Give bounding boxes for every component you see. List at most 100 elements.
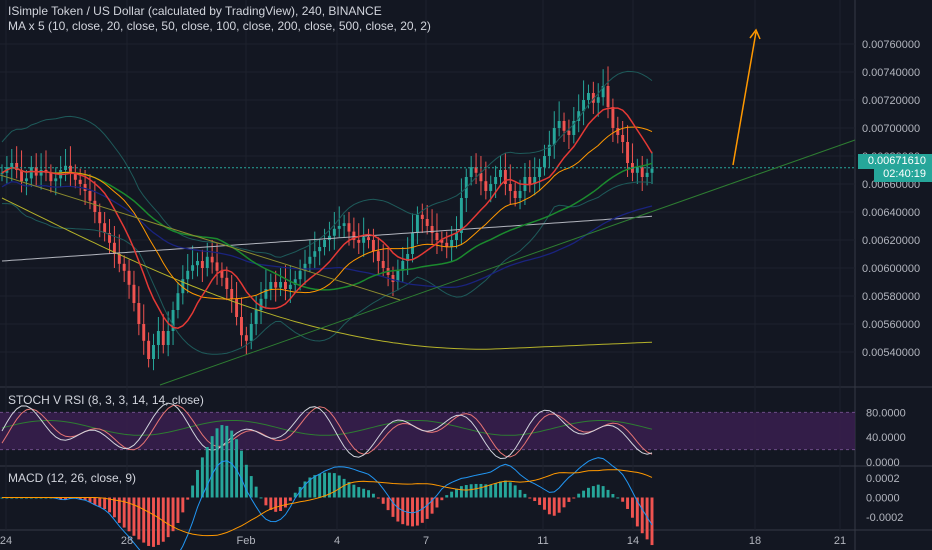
- candle-body: [20, 170, 24, 182]
- bollinger-upper: [1, 70, 653, 258]
- macd-histogram-bar: [640, 497, 644, 534]
- candle-body: [371, 240, 375, 252]
- macd-histogram-bar: [244, 464, 248, 498]
- candle-body: [367, 237, 371, 240]
- macd-histogram-bar: [582, 490, 586, 498]
- macd-histogram-bar: [386, 497, 390, 511]
- candle-body: [93, 200, 97, 212]
- macd-histogram-bar: [196, 469, 199, 498]
- macd-histogram-bar: [552, 497, 556, 516]
- macd-histogram-bar: [235, 439, 239, 498]
- macd-histogram-bar: [367, 490, 371, 498]
- price-axis[interactable]: 0.00760000 0.00740000 0.00720000 0.00700000…: [862, 39, 920, 524]
- macd-histogram-bar: [450, 491, 454, 498]
- macd-histogram-bar: [411, 497, 414, 527]
- macd-signal-line: [2, 469, 653, 537]
- stoch-tick-label: 80.0000: [866, 407, 906, 419]
- macd-histogram-bar: [293, 492, 297, 498]
- candle-body: [225, 277, 229, 289]
- macd-histogram-bar: [479, 483, 483, 498]
- candle-body: [0, 172, 4, 174]
- candle-body: [406, 254, 410, 261]
- candle-body: [254, 310, 258, 324]
- candle-body: [78, 179, 82, 184]
- candle-body: [494, 177, 498, 184]
- stoch-rsi-legend: STOCH V RSI (8, 3, 3, 14, 14, close): [8, 393, 204, 407]
- candle-body: [645, 172, 649, 177]
- macd-histogram-bar: [215, 428, 219, 498]
- candle-body: [39, 170, 43, 176]
- candle-body: [293, 279, 297, 285]
- chart-title: ISimple Token / US Dollar (calculated by…: [8, 4, 382, 18]
- candle-body: [103, 223, 107, 233]
- candle-body: [635, 167, 639, 173]
- macd-histogram-bar: [474, 483, 478, 498]
- candle-body: [347, 223, 351, 232]
- stoch-tick-label: 0.0000: [866, 457, 900, 469]
- ma100-line: [1, 181, 653, 288]
- candle-body: [137, 303, 141, 324]
- ma-legend: MA x 5 (10, close, 20, close, 50, close,…: [8, 19, 431, 33]
- candle-body: [49, 172, 53, 182]
- candle-body: [626, 142, 630, 163]
- candle-body: [88, 191, 92, 201]
- macd-histogram-bar: [635, 497, 639, 527]
- candle-body: [479, 172, 483, 182]
- candle-body: [117, 254, 121, 264]
- candle-body: [323, 240, 327, 247]
- candle-body: [156, 331, 160, 345]
- macd-histogram-bar: [176, 497, 180, 523]
- candle-body: [567, 130, 571, 135]
- candle-body: [54, 178, 58, 182]
- time-tick-label: 14: [627, 535, 639, 547]
- projection-arrow: [732, 31, 757, 166]
- macd-histogram-bar: [259, 497, 263, 499]
- candle-body: [342, 223, 346, 226]
- macd-histogram-bar: [371, 493, 375, 498]
- time-axis[interactable]: 24 28 Feb 4 7 11 14 18 21: [0, 535, 846, 547]
- candle-body: [401, 261, 405, 271]
- macd-tick-label: 0.0002: [866, 473, 900, 485]
- macd-histogram-bar: [523, 493, 527, 498]
- candle-body: [161, 331, 165, 345]
- candle-body: [332, 228, 336, 236]
- macd-histogram-bar: [489, 484, 493, 498]
- macd-histogram-bar: [587, 487, 590, 498]
- candle-body: [283, 282, 287, 289]
- time-tick-label: 18: [749, 535, 761, 547]
- macd-pane[interactable]: [0, 425, 654, 550]
- candle-body: [152, 345, 155, 359]
- macd-histogram-bar: [606, 489, 610, 498]
- macd-histogram-bar: [318, 473, 322, 498]
- stoch-rsi-pane[interactable]: [0, 402, 855, 460]
- candle-body: [425, 219, 429, 226]
- macd-histogram-bar: [376, 497, 380, 499]
- ma50-line: [1, 162, 653, 291]
- candle-body: [518, 191, 522, 198]
- candle-body: [499, 170, 502, 177]
- candle-body: [235, 298, 239, 317]
- price-tick-label: 0.00620000: [862, 235, 920, 247]
- macd-histogram-bar: [327, 472, 331, 498]
- macd-histogram-bar: [362, 488, 366, 498]
- price-tick-label: 0.00640000: [862, 207, 920, 219]
- candle-body: [318, 247, 322, 252]
- macd-histogram-bar: [616, 497, 620, 499]
- macd-histogram-bar: [601, 486, 605, 498]
- candle-body: [127, 270, 131, 285]
- price-pane[interactable]: [0, 28, 856, 386]
- candle-body: [538, 167, 542, 177]
- macd-histogram-bar: [274, 497, 278, 512]
- macd-histogram-bar: [59, 497, 63, 500]
- price-tick-label: 0.00560000: [862, 319, 920, 331]
- macd-histogram-bar: [171, 497, 175, 532]
- macd-histogram-bar: [88, 497, 92, 503]
- candle-body: [596, 97, 600, 103]
- macd-histogram-bar: [83, 497, 87, 501]
- macd-tick-label: -0.0002: [866, 512, 903, 524]
- time-tick-label: 24: [0, 535, 12, 547]
- macd-histogram-bar: [513, 485, 517, 498]
- macd-histogram-bar: [621, 497, 625, 502]
